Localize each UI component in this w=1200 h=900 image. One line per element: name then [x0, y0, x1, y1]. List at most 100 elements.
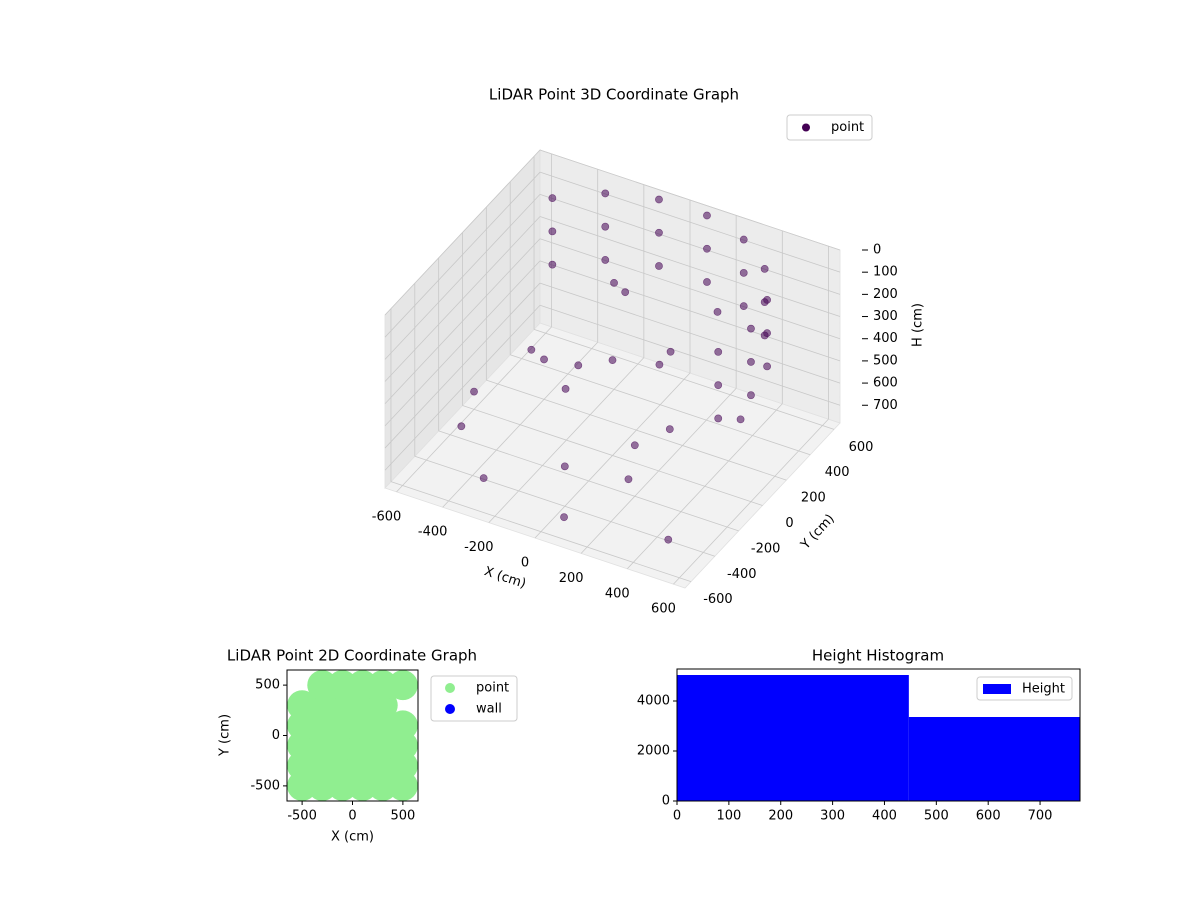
x-tick-label: -500 [287, 809, 317, 824]
point [470, 387, 478, 396]
axes-frame [676, 668, 1081, 802]
grid-line [539, 260, 841, 362]
point [665, 425, 674, 434]
x-tick-label: 200 [559, 571, 584, 586]
z-tick-label: 100 [873, 265, 898, 280]
z-tick-label: 600 [873, 376, 898, 391]
point [561, 385, 570, 393]
legend-label: wall [476, 702, 502, 717]
z-tick-label: 200 [873, 287, 898, 302]
grid-line [533, 328, 835, 430]
z-tick-label: 700 [873, 398, 898, 413]
grid-line [539, 238, 841, 340]
point [548, 194, 557, 203]
point [548, 260, 557, 269]
x-tick-label: 600 [651, 602, 676, 617]
point [608, 356, 617, 365]
point [666, 347, 675, 356]
point [736, 415, 745, 424]
z-tick-label: 300 [873, 309, 898, 324]
grid-line [486, 379, 787, 481]
x-axis-label: X (cm) [331, 830, 374, 845]
point [548, 227, 557, 236]
y-axis-label: Y (cm) [798, 512, 838, 554]
point [713, 307, 722, 316]
point [601, 222, 610, 231]
point [747, 358, 755, 366]
legend-label: Height [1022, 682, 1065, 697]
point [574, 361, 583, 370]
legend-box [976, 676, 1073, 701]
point [714, 414, 723, 423]
grid-line [384, 260, 541, 427]
point [630, 441, 639, 450]
grid-line [539, 282, 841, 384]
points [287, 670, 418, 801]
point [610, 278, 618, 287]
point [703, 244, 711, 253]
point [387, 710, 418, 741]
grid-line [390, 481, 692, 583]
bar [677, 675, 909, 801]
grid-line [539, 149, 841, 251]
bar [908, 717, 1080, 801]
y-axis-label: Y (cm) [218, 714, 233, 757]
chart-title: LiDAR Point 3D Coordinate Graph [489, 86, 739, 104]
legend-marker [445, 704, 455, 714]
point [739, 302, 748, 311]
point [714, 381, 723, 390]
grid-line [384, 282, 541, 449]
legend-marker [802, 123, 810, 132]
point [540, 355, 548, 364]
point [527, 345, 536, 354]
x-tick-label: 0 [521, 556, 529, 571]
point [479, 474, 488, 483]
point [624, 475, 633, 484]
x-tick-label: 500 [924, 809, 949, 824]
point [560, 462, 569, 471]
grid-line [384, 216, 541, 382]
x-tick-label: 400 [605, 586, 630, 601]
point [747, 391, 755, 400]
grid-line [384, 238, 541, 404]
point [703, 278, 711, 286]
z-tick-label: 500 [873, 353, 898, 368]
x-tick-label: 500 [390, 809, 415, 824]
y-tick-label: 4000 [637, 694, 670, 709]
point [457, 422, 466, 431]
point [387, 670, 418, 701]
point [601, 189, 610, 198]
y-tick-label: 500 [255, 678, 280, 693]
point [714, 348, 723, 356]
grid-line [384, 149, 541, 316]
point [739, 268, 748, 277]
grid-line [462, 405, 763, 506]
legend-box [786, 114, 873, 141]
y-tick-label: 200 [801, 491, 826, 506]
point [703, 211, 711, 220]
point [763, 362, 771, 371]
grid-line [510, 354, 811, 456]
point [621, 288, 630, 297]
grid-line [539, 193, 841, 295]
y-tick-label: -500 [250, 778, 280, 793]
point [760, 331, 769, 340]
x-tick-label: 0 [348, 809, 356, 824]
y-tick-label: 0 [785, 516, 793, 531]
legend-label: point [476, 681, 509, 696]
grid-line [384, 194, 541, 360]
x-tick-label: -400 [418, 525, 448, 540]
grid-line [438, 430, 739, 532]
point [655, 262, 663, 270]
y-tick-label: 0 [272, 728, 280, 743]
y-tick-label: 0 [662, 794, 670, 809]
x-tick-label: 400 [872, 809, 897, 824]
y-tick-label: 2000 [637, 744, 670, 759]
grid-line [539, 304, 841, 406]
x-tick-label: 0 [673, 809, 681, 824]
point [760, 264, 769, 273]
chart-title: LiDAR Point 2D Coordinate Graph [227, 647, 477, 665]
y-tick-label: -600 [703, 592, 733, 607]
grid-line [384, 171, 541, 338]
